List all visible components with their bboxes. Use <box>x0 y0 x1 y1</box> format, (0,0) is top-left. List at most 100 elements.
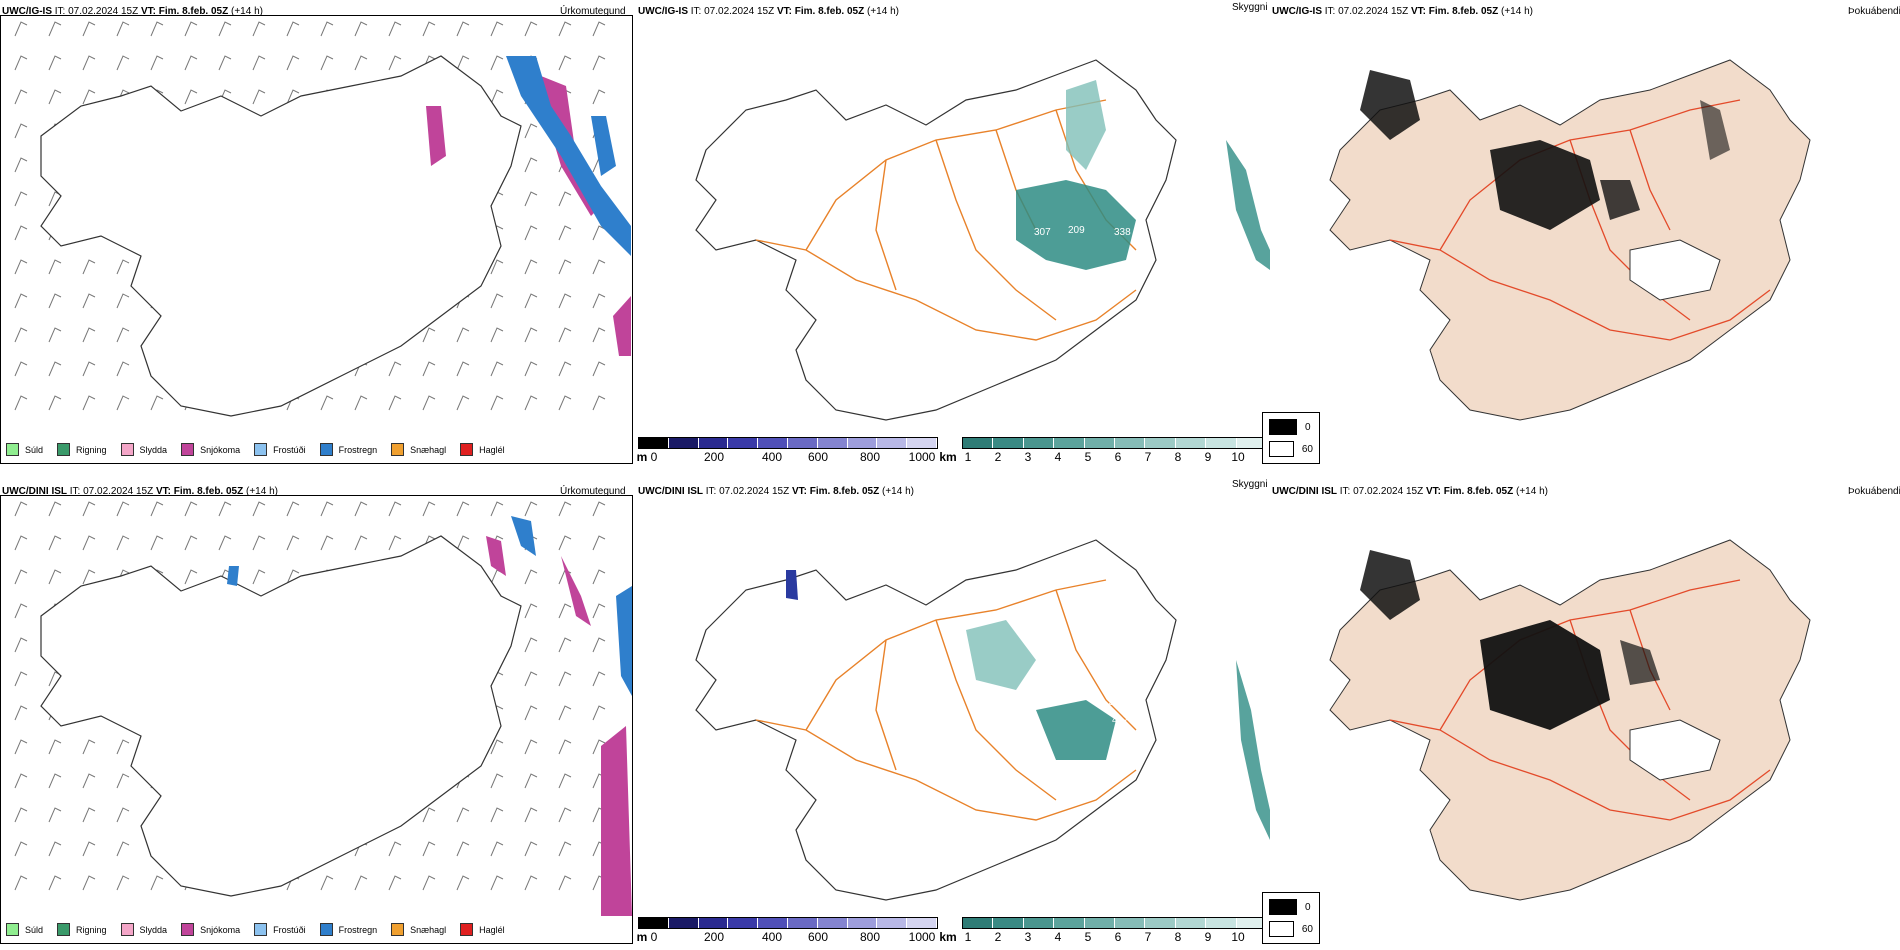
wind-barb <box>48 739 62 755</box>
wind-barb <box>456 21 470 37</box>
wind-barb <box>14 501 28 517</box>
wind-barb <box>48 259 62 275</box>
legend-label: Frostregn <box>338 924 378 935</box>
legend-swatch-rain <box>57 443 71 456</box>
wind-barb <box>490 21 504 37</box>
wind-barb <box>524 841 538 857</box>
wind-barb <box>456 875 470 891</box>
legend-label: Rigning <box>76 924 107 935</box>
legend-label: Frostúði <box>273 444 306 455</box>
model-name: UWC/DINI ISL <box>638 486 703 497</box>
wind-barb <box>116 807 130 823</box>
legend-item: Frostúði <box>254 443 306 456</box>
wind-barb <box>524 395 538 411</box>
wind-barb <box>422 21 436 37</box>
wind-barb <box>116 361 130 377</box>
wind-barb <box>218 55 232 71</box>
wind-barb <box>14 157 28 173</box>
precip-type-title: Úrkomutegund <box>560 486 626 497</box>
wind-barb <box>592 705 606 721</box>
legend-item: Haglél <box>460 443 505 456</box>
wind-barb <box>524 501 538 517</box>
wind-barb <box>82 841 96 857</box>
wind-barb <box>48 501 62 517</box>
panel-title: UWC/DINI ISL IT: 07.02.2024 15Z VT: Fim.… <box>2 486 278 497</box>
legend-swatch-freezing-drizzle <box>254 923 268 936</box>
wind-barb <box>14 875 28 891</box>
wind-barb <box>456 841 470 857</box>
visibility-map: 307 209 338 250 <box>695 59 1270 421</box>
wind-barb <box>116 739 130 755</box>
lead-time: (+14 h) <box>1501 6 1533 17</box>
legend-swatch-snow <box>181 443 195 456</box>
wind-barb <box>14 55 28 71</box>
model-name: UWC/DINI ISL <box>1272 486 1337 497</box>
wind-barb <box>14 671 28 687</box>
wind-barb <box>320 55 334 71</box>
wind-barb <box>184 21 198 37</box>
wind-barb <box>354 55 368 71</box>
legend-label: Frostregn <box>338 444 378 455</box>
wind-barb <box>116 327 130 343</box>
cloud-legend-row: 60 <box>1269 441 1313 457</box>
vis-label: 417 <box>1112 715 1129 726</box>
cloud-value: 60 <box>1301 923 1313 935</box>
wind-barb <box>150 501 164 517</box>
glacier-white <box>1629 239 1721 301</box>
wind-barb <box>14 327 28 343</box>
water-area <box>786 570 798 600</box>
tick-label: 1 <box>964 450 972 464</box>
tick-label: 7 <box>1144 450 1152 464</box>
wind-barb <box>524 705 538 721</box>
wind-barb <box>490 293 504 309</box>
wind-barb <box>14 89 28 105</box>
tick-label: 400 <box>761 930 783 944</box>
wind-barb <box>354 535 368 551</box>
wind-barb <box>286 55 300 71</box>
wind-barb <box>14 395 28 411</box>
wind-barb <box>14 637 28 653</box>
init-time: IT: 07.02.2024 15Z <box>705 486 790 497</box>
wind-barb <box>14 361 28 377</box>
legend-item: Snjókoma <box>181 443 240 456</box>
wind-barb <box>456 361 470 377</box>
legend-swatch-freezing-rain <box>319 923 333 936</box>
wind-barb <box>150 395 164 411</box>
wind-barb <box>524 361 538 377</box>
wind-barb <box>558 293 572 309</box>
wind-barb <box>184 55 198 71</box>
tick-label: 0 <box>650 930 658 944</box>
low-visibility-area <box>966 620 1036 690</box>
wind-barb <box>48 293 62 309</box>
iceland-outline <box>695 539 1177 901</box>
wind-barb <box>48 535 62 551</box>
unit-label: km <box>939 930 957 944</box>
wind-barb <box>218 501 232 517</box>
wind-barb <box>82 501 96 517</box>
tick-label: 8 <box>1174 450 1182 464</box>
wind-barb <box>48 807 62 823</box>
wind-barb <box>116 773 130 789</box>
precip-panel-frame <box>0 495 633 944</box>
legend-swatch-sleet <box>120 443 134 456</box>
wind-barb <box>252 21 266 37</box>
valid-time: Fim. 8.feb. 05Z <box>809 486 880 497</box>
lead-time: (+14 h) <box>882 486 914 497</box>
tick-label: 3 <box>1024 450 1032 464</box>
wind-barb <box>592 671 606 687</box>
precip-legend: Súld Rigning Slydda Snjókoma Frostúði Fr… <box>6 923 505 936</box>
wind-barb <box>354 21 368 37</box>
tick-label: 7 <box>1144 930 1152 944</box>
wind-barb <box>48 21 62 37</box>
wind-barb <box>524 123 538 139</box>
wind-barb <box>116 841 130 857</box>
vis-label: 307 <box>1034 227 1051 238</box>
fog-dark-areas <box>1360 70 1730 230</box>
wind-barb <box>524 637 538 653</box>
precip-map <box>14 501 632 916</box>
wind-barb <box>388 55 402 71</box>
wind-barb <box>558 841 572 857</box>
tick-label: 10 <box>1231 930 1245 944</box>
wind-barb <box>150 21 164 37</box>
wind-barb <box>14 807 28 823</box>
